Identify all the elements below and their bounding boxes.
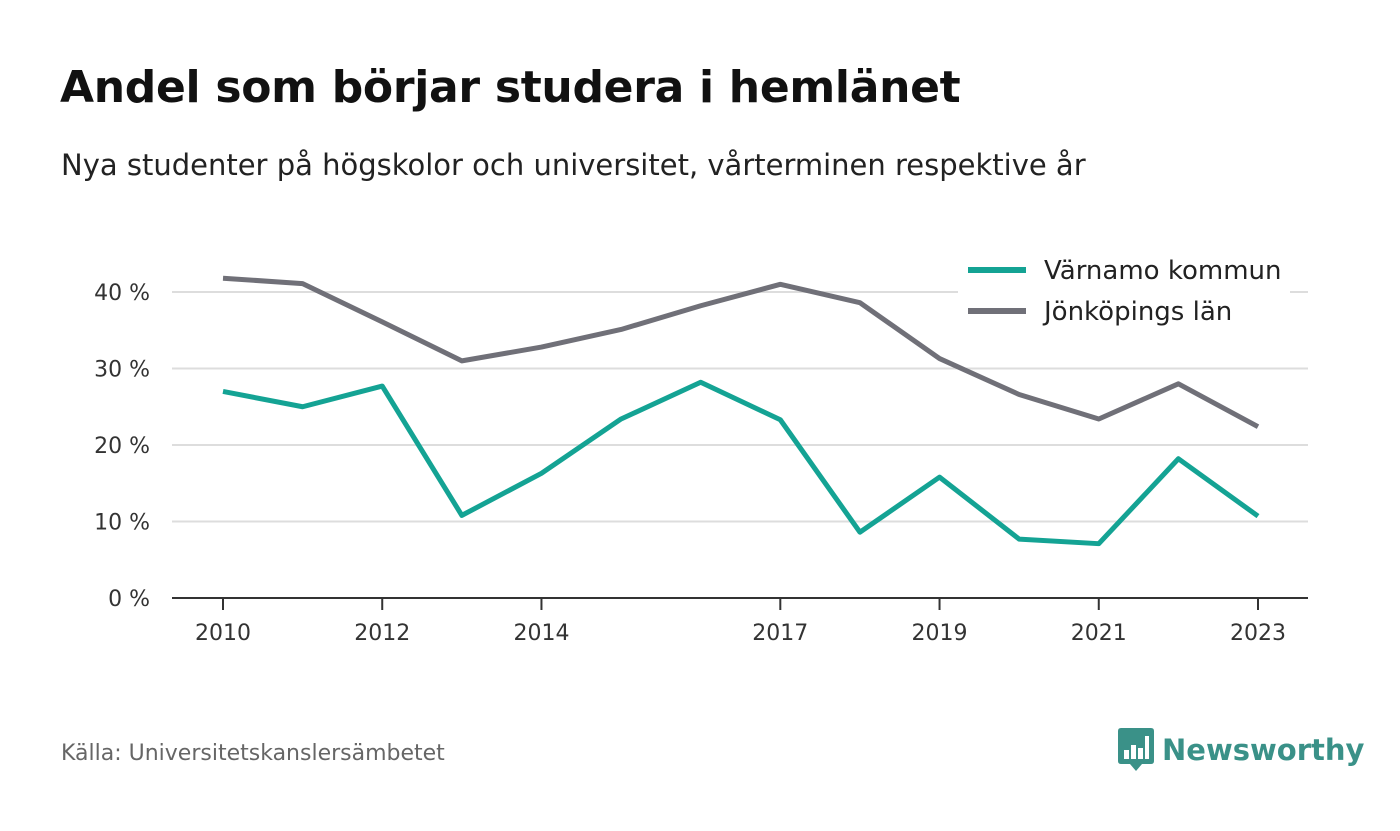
brand-name: Newsworthy — [1162, 733, 1365, 767]
x-axis: 2010 2012 2014 2017 2019 2021 2023 — [172, 597, 1308, 646]
legend-background — [958, 248, 1290, 334]
source-note: Källa: Universitetskanslersämbetet — [61, 741, 445, 766]
y-tick-label-30: 30 % — [94, 358, 150, 383]
x-tick-label-2019: 2019 — [912, 621, 968, 646]
brand-logo: Newsworthy — [1118, 728, 1364, 772]
y-tick-label-40: 40 % — [94, 281, 150, 306]
legend-label-varnamo: Värnamo kommun — [1044, 256, 1282, 286]
y-axis-tick-labels: 0 % 10 % 20 % 30 % 40 % — [94, 281, 150, 612]
chart-subtitle: Nya studenter på högskolor och universit… — [61, 148, 1086, 182]
bar-chart-speech-bubble-icon — [1118, 728, 1154, 771]
legend: Värnamo kommun Jönköpings län — [958, 248, 1290, 334]
series-line-jonkoping — [222, 275, 1260, 429]
x-tick-label-2012: 2012 — [354, 621, 410, 646]
chart-title: Andel som börjar studera i hemlänet — [60, 62, 961, 113]
x-tick-label-2023: 2023 — [1230, 621, 1286, 646]
x-tick-label-2021: 2021 — [1071, 621, 1127, 646]
x-tick-label-2014: 2014 — [513, 621, 569, 646]
x-tick-label-2017: 2017 — [752, 621, 808, 646]
x-tick-label-2010: 2010 — [195, 621, 251, 646]
y-tick-label-0: 0 % — [108, 587, 150, 612]
series-line-varnamo — [222, 379, 1260, 547]
line-chart: 0 % 10 % 20 % 30 % 40 % 2010 2012 2014 2017 2019… — [94, 248, 1308, 646]
y-tick-label-20: 20 % — [94, 434, 150, 459]
legend-label-jonkoping: Jönköpings län — [1042, 297, 1232, 327]
y-tick-label-10: 10 % — [94, 511, 150, 536]
series-lines — [222, 275, 1260, 547]
